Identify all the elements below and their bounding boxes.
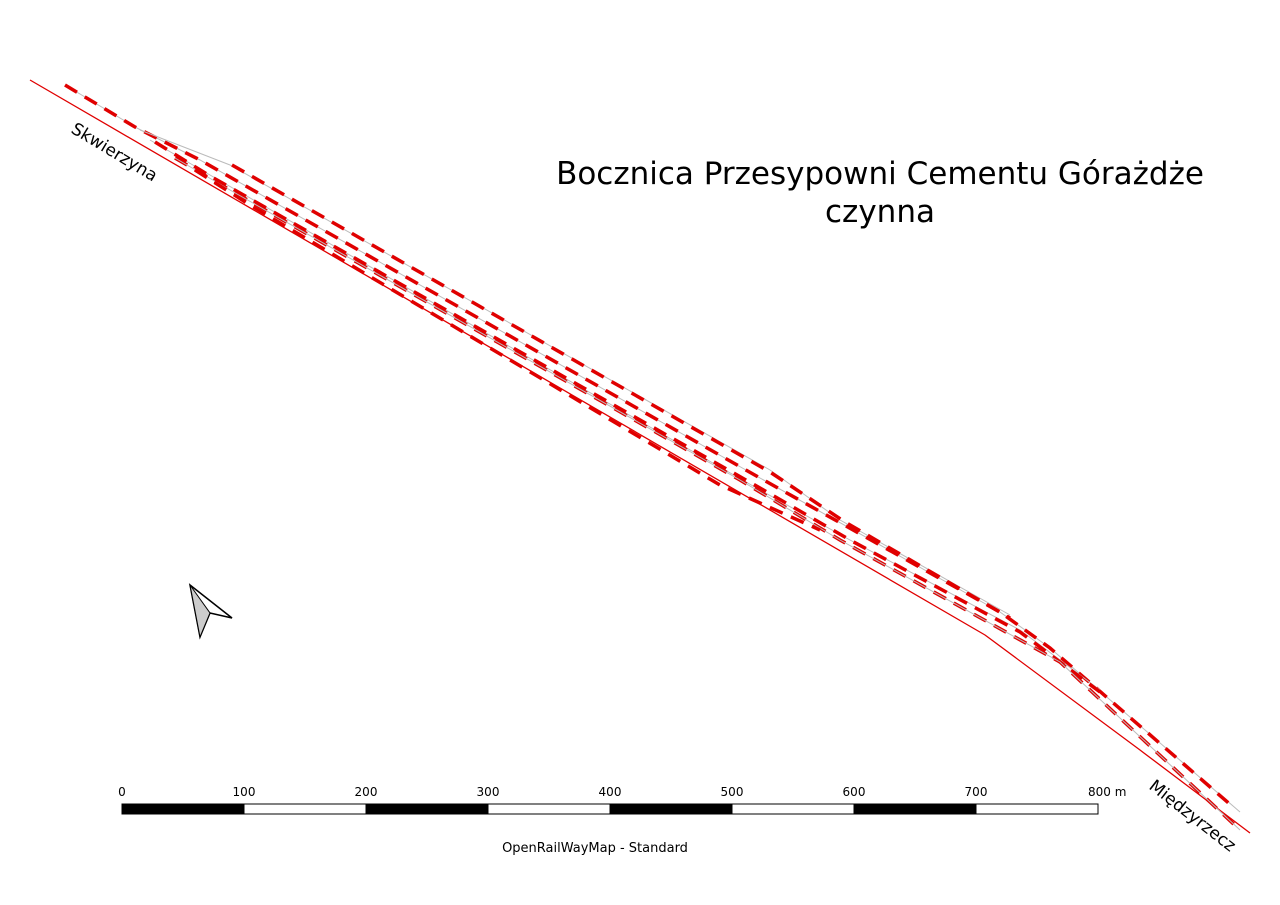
scale-label: 0 [118, 785, 126, 799]
scale-label: 100 [233, 785, 256, 799]
scale-segment [853, 803, 977, 815]
north-arrow [188, 583, 233, 640]
scale-segment [975, 803, 1099, 815]
title: czynna [825, 194, 935, 230]
scale-segment [121, 803, 245, 815]
scale-label: 600 [843, 785, 866, 799]
scale-segment [243, 803, 367, 815]
track [174, 156, 1242, 832]
track [231, 163, 1011, 620]
scale-label: 500 [721, 785, 744, 799]
scale-segment [609, 803, 733, 815]
scale-label: 800 m [1088, 785, 1126, 799]
scale-segment [731, 803, 855, 815]
track [194, 168, 821, 532]
scale-label: 700 [965, 785, 988, 799]
scale-label: 400 [599, 785, 622, 799]
scale-bar: 0 100 200 300 400 500 600 700 800 m [118, 785, 1126, 815]
main-line [29, 79, 1251, 834]
source: OpenRailWayMap - Standard [502, 841, 688, 856]
tracks [29, 79, 1251, 834]
scale-segment [365, 803, 489, 815]
title: Bocznica Przesypowni Cementu Górażdże [556, 156, 1204, 192]
track [64, 83, 1234, 808]
track [174, 157, 1241, 831]
scale-label: 200 [355, 785, 378, 799]
scale-segment [487, 803, 611, 815]
scale-label: 300 [477, 785, 500, 799]
track [154, 140, 1102, 694]
